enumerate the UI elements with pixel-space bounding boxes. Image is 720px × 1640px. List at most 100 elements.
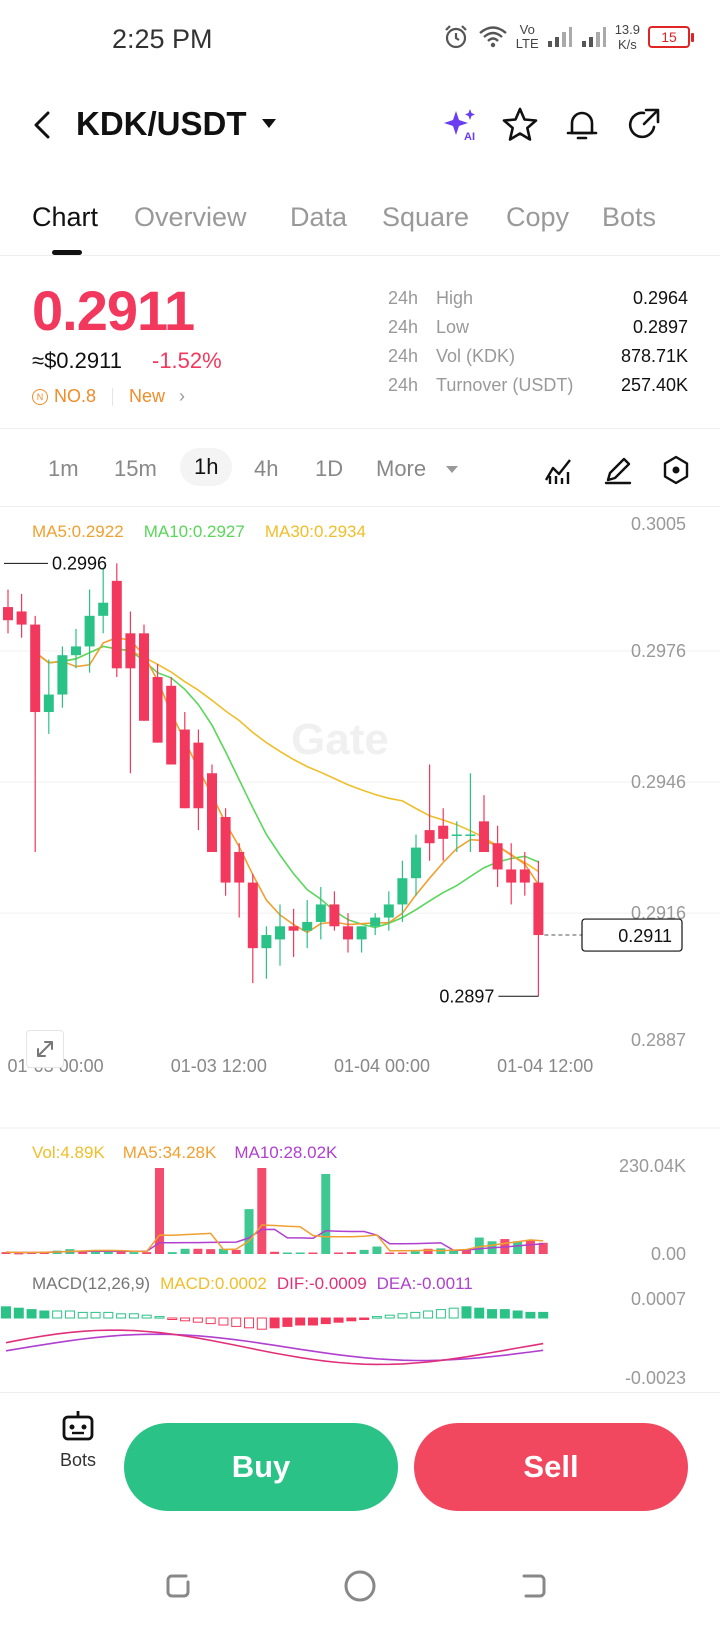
candle-down (193, 742, 204, 809)
share-icon[interactable] (624, 105, 664, 145)
settings-hexagon-icon[interactable] (660, 454, 692, 486)
ma5-label: MA5:0.2922 (32, 522, 124, 541)
expand-chart-button[interactable] (26, 1030, 64, 1068)
macd-y-tick: 0.0007 (631, 1289, 686, 1309)
alarm-icon (445, 25, 467, 49)
candle-up (275, 926, 285, 940)
pair-title[interactable]: KDK/USDT (76, 105, 247, 142)
candle-up (57, 655, 68, 695)
y-tick-label: 0.2887 (631, 1030, 686, 1050)
macd-histogram-bar (538, 1311, 549, 1319)
draw-pen-icon[interactable] (602, 454, 634, 486)
candle-up (315, 904, 326, 922)
candle-up (302, 921, 313, 931)
y-tick-label: 0.2976 (631, 641, 686, 661)
interval-bar: 1m 15m 1h 4h 1D More (0, 446, 720, 496)
price-change: -1.52% (152, 348, 222, 373)
y-tick-label: 0.3005 (631, 514, 686, 534)
macd-histogram-bar (474, 1307, 485, 1319)
macd-histogram-bar (384, 1314, 395, 1319)
macd-histogram-bar (320, 1317, 331, 1325)
status-icons: Vo LTE 13.9 K/s 15 (442, 22, 694, 52)
macd-histogram-bar (13, 1307, 24, 1319)
buy-button[interactable]: Buy (124, 1423, 398, 1511)
back-icon[interactable] (28, 107, 58, 143)
home-icon[interactable] (340, 1566, 380, 1606)
header: KDK/USDT AI (0, 95, 720, 155)
dif-line (5, 1329, 544, 1366)
macd-histogram-bar (218, 1317, 229, 1326)
more-dropdown-icon[interactable] (446, 466, 458, 473)
candle-down (139, 633, 149, 721)
rank-label: NO.8 (54, 386, 97, 406)
interval-15m[interactable]: 15m (114, 456, 157, 481)
action-bar: Bots Buy Sell (0, 1392, 720, 1511)
volume-bar (244, 1209, 254, 1254)
network-type: Vo LTE (515, 22, 539, 51)
interval-1d[interactable]: 1D (315, 456, 344, 481)
volume-bar (410, 1251, 420, 1254)
interval-1h[interactable]: 1h (180, 448, 233, 486)
ma10-line (34, 645, 539, 929)
ai-sparkle-icon[interactable]: AI (440, 105, 480, 145)
volume-bar (193, 1248, 203, 1254)
macd-histogram-bar (205, 1317, 216, 1325)
macd-histogram-bar (141, 1314, 152, 1319)
volume-bar (167, 1252, 177, 1254)
volume-bar (513, 1241, 523, 1254)
volume-bar (116, 1251, 126, 1254)
status-bar: 2:25 PM Vo LTE 13.9 K/s 15 (0, 0, 720, 80)
volume-bar (282, 1252, 292, 1255)
volume-bar (461, 1249, 471, 1254)
macd-histogram-bar (231, 1317, 242, 1327)
ma10-label: MA10:0.2927 (143, 522, 245, 541)
low-marker-label: 0.2897 (439, 986, 494, 1006)
tab-square[interactable]: Square (382, 202, 470, 232)
macd-histogram-bar (346, 1317, 357, 1322)
tab-bots[interactable]: Bots (602, 202, 657, 232)
bots-button[interactable]: Bots (50, 1407, 106, 1471)
indicator-icon[interactable] (542, 454, 574, 486)
macd-histogram-bar (461, 1306, 472, 1319)
nav-back-icon[interactable] (514, 1566, 554, 1606)
sell-button[interactable]: Sell (414, 1423, 688, 1511)
candle-up (71, 646, 81, 656)
volume-bar (398, 1252, 408, 1255)
rank-row[interactable]: N NO.8 New › (32, 386, 185, 407)
volume-bar (308, 1252, 318, 1255)
ma-legend: MA5:0.2922 MA10:0.2927 MA30:0.2934 (32, 522, 366, 542)
macd-histogram-bar (435, 1309, 446, 1319)
tab-data[interactable]: Data (290, 202, 348, 232)
y-tick-label: 0.2916 (631, 903, 686, 923)
candle-down (179, 729, 190, 809)
candle-down (166, 685, 177, 765)
candle-up (370, 917, 381, 927)
macd-histogram-bar (525, 1311, 536, 1319)
volume-bar (295, 1252, 305, 1255)
stat-low: 24h Low 0.2897 (388, 317, 688, 337)
tab-copy[interactable]: Copy (506, 202, 570, 232)
pair-dropdown-icon[interactable] (262, 119, 276, 128)
candle-down (30, 624, 41, 713)
stat-volume: 24h Vol (KDK) 878.71K (388, 346, 688, 366)
x-tick-label: 01-04 00:00 (334, 1056, 430, 1076)
macd-histogram-bar (77, 1311, 88, 1319)
tab-overview[interactable]: Overview (134, 202, 247, 232)
interval-4h[interactable]: 4h (254, 456, 279, 481)
candle-down (506, 869, 517, 883)
tab-chart[interactable]: Chart (32, 202, 99, 232)
candle-down (329, 904, 340, 927)
y-tick-label: 0.2946 (631, 772, 686, 792)
interval-1m[interactable]: 1m (48, 456, 79, 481)
x-tick-label: 01-04 12:00 (497, 1056, 593, 1076)
signal-icon-1 (547, 27, 572, 47)
macd-histogram-bar (52, 1310, 63, 1319)
macd-value: MACD:0.0002 (160, 1274, 267, 1293)
star-icon[interactable] (500, 105, 540, 145)
macd-histogram-bar (307, 1317, 318, 1326)
macd-histogram-bar (487, 1309, 498, 1319)
bell-icon[interactable] (562, 105, 602, 145)
interval-more[interactable]: More (376, 456, 427, 481)
recent-apps-icon[interactable] (158, 1566, 198, 1606)
candlestick-chart[interactable]: Gate 0.3005 0.2976 0.2946 0.2916 0.2887 01-03 … (0, 510, 720, 1390)
